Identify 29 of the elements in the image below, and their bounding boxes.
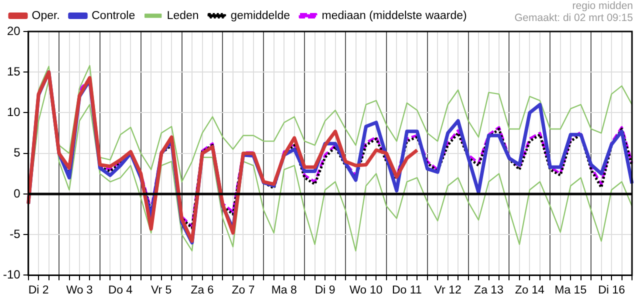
x-tick-label: Zo 7 [232, 284, 255, 296]
y-tick-label: 20 [6, 24, 21, 38]
y-tick-label: -10 [3, 268, 21, 282]
legend-label: Leden [166, 10, 199, 22]
x-tick-label: Do 4 [108, 284, 134, 296]
text: regio midden [571, 0, 633, 12]
x-tick-label: Wo 10 [349, 284, 382, 296]
x-tick-label: Wo 3 [66, 284, 93, 296]
x-tick-label: Zo 14 [514, 284, 545, 296]
x-tick-label: Za 6 [190, 284, 214, 296]
text: Gemaakt: di 02 mrt 09:15 [514, 12, 633, 24]
x-tick-label: Di 9 [314, 284, 336, 296]
x-tick-label: Di 2 [28, 284, 49, 296]
legend-label: Oper. [32, 10, 60, 22]
y-tick-label: 0 [14, 186, 21, 200]
x-tick-label: Ma 8 [271, 284, 297, 296]
x-tick-label: Vr 12 [434, 284, 462, 296]
legend-label: gemiddelde [230, 10, 290, 22]
y-tick-label: -5 [10, 226, 21, 241]
legend-label: Controle [92, 10, 136, 22]
x-tick-label: Di 16 [598, 284, 625, 296]
legend-label: mediaan (middelste waarde) [322, 10, 468, 22]
x-tick-label: Ma 15 [554, 284, 587, 296]
y-tick-label: 5 [14, 146, 21, 160]
x-tick-label: Do 11 [392, 284, 422, 296]
x-tick-label: Za 13 [474, 284, 504, 296]
x-tick-label: Vr 5 [151, 284, 172, 296]
y-tick-label: 15 [6, 64, 21, 78]
y-tick-label: 10 [6, 105, 21, 120]
